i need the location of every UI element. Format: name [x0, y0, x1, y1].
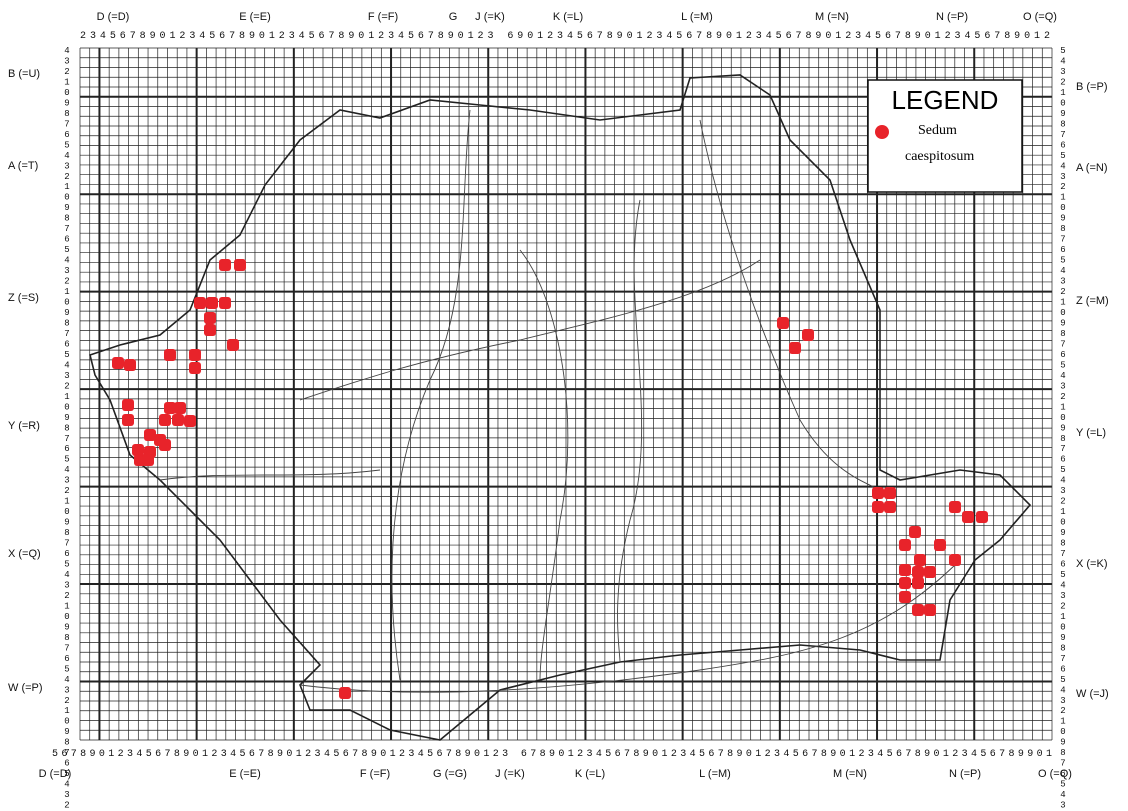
occurrence-dot — [872, 501, 884, 513]
occurrence-dot — [184, 415, 196, 427]
top-label: M (=N) — [815, 11, 849, 23]
occurrence-dot — [219, 297, 231, 309]
top-label: N (=P) — [936, 11, 968, 23]
bottom-label: G (=G) — [433, 768, 467, 780]
occurrence-dot — [159, 414, 171, 426]
top-label: L (=M) — [681, 11, 713, 23]
top-label: G — [449, 11, 458, 23]
occurrence-dot — [777, 317, 789, 329]
occurrence-dot — [234, 259, 246, 271]
occurrence-dot — [884, 487, 896, 499]
map: LEGEND Sedum caespitosum D (=D) E (=E) F (… — [8, 11, 1109, 780]
occurrence-dot — [912, 577, 924, 589]
rivers — [159, 109, 961, 693]
occurrence-dot — [172, 414, 184, 426]
occurrence-dot — [962, 511, 974, 523]
page: {"top_labels": ["D (=D)", "E (=E)", "F (… — [8, 11, 1109, 811]
occurrence-dot — [219, 259, 231, 271]
occurrence-dot — [899, 564, 911, 576]
occurrence-dot — [164, 402, 176, 414]
legend-label: caespitosum — [905, 149, 974, 164]
occurrence-dot — [934, 539, 946, 551]
occurrence-dot — [924, 604, 936, 616]
occurrence-dot — [339, 687, 351, 699]
occurrence-dot — [914, 554, 926, 566]
country-outline — [89, 74, 1032, 741]
occurrence-dot — [124, 359, 136, 371]
legend-label: Sedum — [918, 123, 957, 138]
occurrence-dot — [112, 357, 124, 369]
right-label: Y (=L) — [1076, 427, 1106, 439]
top-label: O (=Q) — [1023, 11, 1057, 23]
occurrence-dot — [204, 312, 216, 324]
right-label: B (=P) — [1076, 81, 1107, 93]
left-label: Z (=S) — [8, 292, 39, 304]
occurrence-dot — [976, 511, 988, 523]
occurrence-dot — [924, 566, 936, 578]
occurrence-dot — [899, 577, 911, 589]
occurrence-dot — [899, 591, 911, 603]
top-label: F (=F) — [368, 11, 398, 23]
occurrence-dot — [909, 526, 921, 538]
occurrence-dot — [912, 566, 924, 578]
occurrence-dot — [899, 539, 911, 551]
right-digits: 5432109876543210987654321098765432109876… — [1058, 46, 1068, 811]
bottom-label: N (=P) — [949, 768, 981, 780]
right-label: W (=J) — [1076, 688, 1109, 700]
bottom-label: J (=K) — [495, 768, 525, 780]
occurrence-dot — [122, 399, 134, 411]
occurrence-dot — [122, 414, 134, 426]
bottom-label: D (=D) — [39, 768, 72, 780]
occurrence-dot — [159, 439, 171, 451]
top-label: E (=E) — [239, 11, 270, 23]
top-label: K (=L) — [553, 11, 583, 23]
top-label: J (=K) — [475, 11, 505, 23]
bottom-label: L (=M) — [699, 768, 731, 780]
occurrence-dot — [132, 444, 144, 456]
occurrence-dot — [164, 349, 176, 361]
occurrence-dot — [206, 297, 218, 309]
left-label: W (=P) — [8, 682, 43, 694]
left-label: Y (=R) — [8, 420, 40, 432]
top-digits: 2345678901234567890123456789012345678901… — [80, 31, 1050, 42]
legend-marker — [875, 125, 889, 139]
occurrence-dot — [194, 297, 206, 309]
occurrence-dot — [949, 501, 961, 513]
occurrence-dot — [912, 604, 924, 616]
left-digits: 4321098765432109876543210987654321098765… — [62, 46, 72, 811]
bottom-label: F (=F) — [360, 768, 390, 780]
right-label: A (=N) — [1076, 162, 1107, 174]
occurrence-dots — [112, 259, 988, 699]
legend-box — [867, 79, 1023, 193]
occurrence-dot — [802, 329, 814, 341]
legend-title: LEGEND — [892, 85, 999, 115]
occurrence-dot — [189, 349, 201, 361]
occurrence-dot — [189, 362, 201, 374]
bottom-digits: 5678901234567890123456789012345678901234… — [52, 749, 1052, 760]
bottom-label: O (=Q) — [1038, 768, 1072, 780]
occurrence-dot — [227, 339, 239, 351]
occurrence-dot — [144, 429, 156, 441]
left-label: A (=T) — [8, 160, 38, 172]
occurrence-dot — [204, 324, 216, 336]
right-label: Z (=M) — [1076, 295, 1109, 307]
bottom-label: E (=E) — [229, 768, 260, 780]
bottom-label: K (=L) — [575, 768, 605, 780]
occurrence-dot — [174, 402, 186, 414]
occurrence-dot — [789, 342, 801, 354]
occurrence-dot — [949, 554, 961, 566]
occurrence-dot — [142, 454, 154, 466]
right-label: X (=K) — [1076, 558, 1107, 570]
left-label: B (=U) — [8, 68, 40, 80]
occurrence-dot — [872, 487, 884, 499]
left-label: X (=Q) — [8, 548, 41, 560]
bottom-label: M (=N) — [833, 768, 867, 780]
occurrence-dot — [884, 501, 896, 513]
top-label: D (=D) — [97, 11, 130, 23]
